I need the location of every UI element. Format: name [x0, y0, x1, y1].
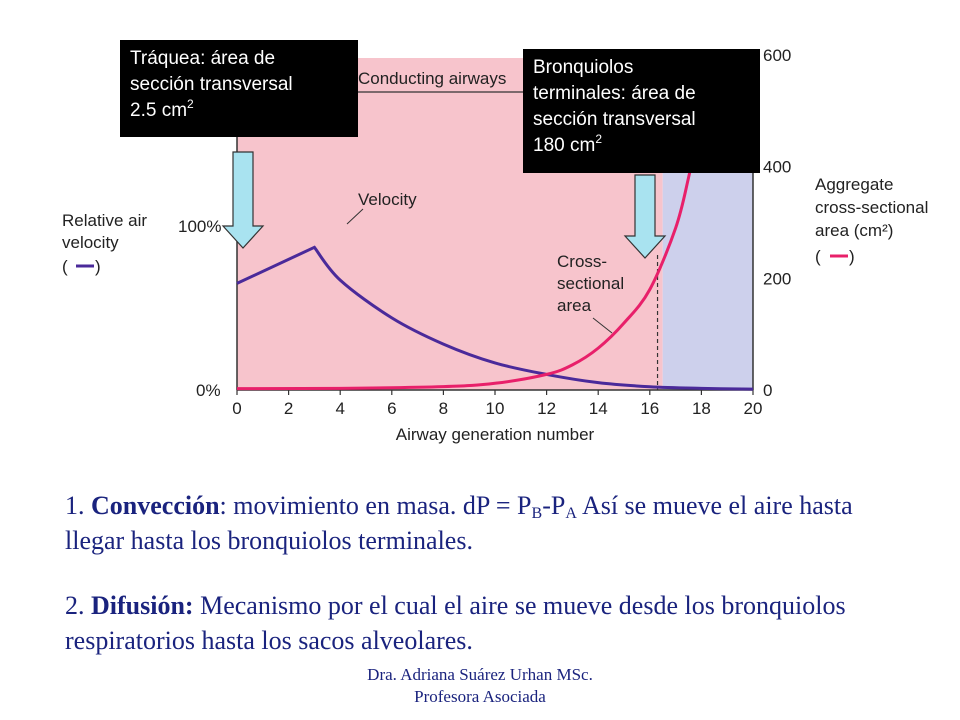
right-axis-title-line-2: cross-sectional: [815, 198, 928, 217]
right-axis-legend-open: (: [815, 247, 821, 266]
x-tick-label: 18: [692, 399, 711, 418]
left-axis-legend-close: ): [95, 257, 101, 276]
paragraph-diffusion: 2. Difusión: Mecanismo por el cual el ai…: [65, 588, 895, 658]
x-tick-label: 14: [589, 399, 608, 418]
bronchioles-callout-line-1: Bronquiolos: [533, 57, 634, 78]
right-axis-title-line-3: area (cm²): [815, 221, 893, 240]
area-series-label-1: Cross-: [557, 252, 607, 271]
footer-line-2: Profesora Asociada: [414, 687, 546, 706]
p2-number: 2.: [65, 591, 91, 620]
x-tick-label: 0: [232, 399, 241, 418]
trachea-arrow: [221, 151, 265, 249]
p1-term: Convección: [91, 491, 220, 520]
trachea-area-value: 2.5 cm: [130, 100, 188, 121]
trachea-callout-line-2: sección transversal: [130, 74, 293, 95]
cross-sectional-area-line: [236, 127, 701, 391]
bronchioles-area-value: 180 cm: [533, 135, 596, 156]
left-tick-100: 100%: [178, 217, 221, 236]
x-tick-label: 20: [744, 399, 763, 418]
x-tick-label: 4: [335, 399, 344, 418]
left-tick-0: 0%: [196, 381, 221, 400]
right-axis-legend-close: ): [849, 247, 855, 266]
p2-term: Difusión:: [91, 591, 194, 620]
p1-text-b: Así se mueve el aire hasta llegar hasta …: [65, 491, 853, 555]
x-tick-label: 16: [640, 399, 659, 418]
left-axis-title-line-2: velocity: [62, 233, 119, 252]
right-tick-label: 200: [763, 269, 791, 288]
p1-text-a: : movimiento en masa. dP = P: [219, 491, 532, 520]
bronchioles-arrow: [623, 174, 667, 259]
author-footer: Dra. Adriana Suárez Urhan MSc. Profesora…: [340, 664, 620, 708]
x-tick-label: 10: [486, 399, 505, 418]
velocity-leader-line: [346, 208, 364, 225]
conducting-airways-label: Conducting airways: [358, 69, 506, 88]
p1-sub-a: A: [565, 505, 577, 522]
p1-sub-b: B: [531, 505, 543, 522]
x-tick-label: 2: [284, 399, 293, 418]
p1-dash: -P: [542, 491, 566, 520]
paragraph-convection: 1. Convección: movimiento en masa. dP = …: [65, 488, 895, 558]
bronchioles-callout-value: 180 cm2: [533, 133, 750, 159]
bronchioles-callout: Bronquiolos terminales: área de sección …: [523, 49, 760, 173]
right-tick-label: 0: [763, 381, 772, 400]
x-tick-label: 6: [387, 399, 396, 418]
velocity-line: [236, 245, 754, 391]
trachea-callout: Tráquea: área de sección transversal 2.5…: [120, 40, 358, 137]
x-tick-label: 8: [439, 399, 448, 418]
trachea-callout-value: 2.5 cm2: [130, 98, 348, 124]
right-tick-label: 400: [763, 158, 791, 177]
left-axis-legend-open: (: [62, 257, 68, 276]
bronchioles-area-unit-exponent: 2: [595, 132, 602, 146]
x-tick-label: 12: [537, 399, 556, 418]
velocity-series-label: Velocity: [358, 190, 417, 209]
p1-number: 1.: [65, 491, 91, 520]
trachea-area-unit-exponent: 2: [187, 97, 194, 111]
left-axis-title-line-1: Relative air: [62, 211, 147, 230]
p2-text: Mecanismo por el cual el aire se mueve d…: [65, 591, 846, 655]
right-axis-title-line-1: Aggregate: [815, 175, 893, 194]
right-tick-label: 600: [763, 46, 791, 65]
bronchioles-callout-line-3: sección transversal: [533, 109, 696, 130]
trachea-callout-line-1: Tráquea: área de: [130, 48, 276, 69]
bronchioles-callout-line-2: terminales: área de: [533, 83, 696, 104]
footer-line-1: Dra. Adriana Suárez Urhan MSc.: [367, 665, 593, 684]
area-leader-line: [592, 317, 613, 334]
x-axis-title: Airway generation number: [396, 425, 595, 444]
area-series-label-2: sectional: [557, 274, 624, 293]
area-series-label-3: area: [557, 296, 592, 315]
